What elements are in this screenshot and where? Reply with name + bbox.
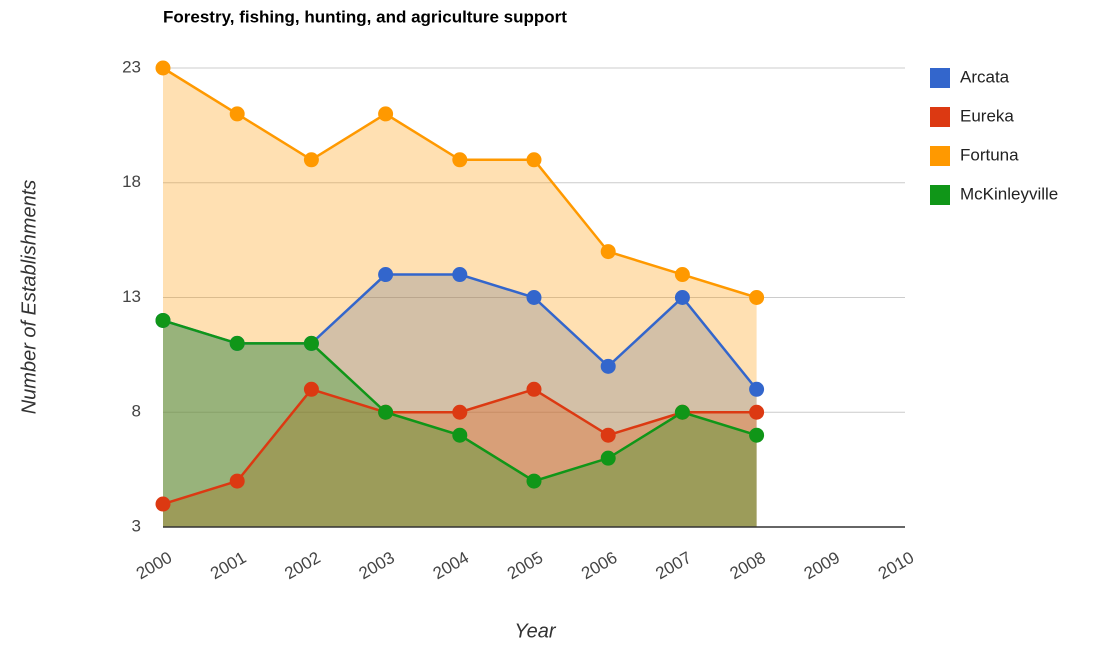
point (155, 312, 171, 328)
point (526, 473, 542, 489)
point (155, 496, 171, 512)
legend-swatch (930, 185, 950, 205)
point (526, 381, 542, 397)
point (600, 358, 616, 374)
x-tick-label: 2002 (281, 548, 323, 583)
point (526, 290, 542, 305)
legend-label: Eureka (960, 106, 1014, 125)
x-tick-label: 2009 (801, 548, 843, 583)
point (452, 427, 468, 443)
area (163, 320, 757, 527)
y-tick-label: 18 (122, 172, 141, 191)
point (378, 267, 394, 283)
y-tick-label: 3 (132, 516, 141, 535)
areas (163, 68, 757, 527)
x-axis-label: Year (514, 620, 556, 642)
x-tick-label: 2007 (652, 548, 694, 583)
area (163, 68, 757, 527)
point (229, 335, 245, 351)
point (600, 450, 616, 466)
point (378, 106, 394, 122)
point (674, 290, 690, 305)
point (229, 106, 245, 122)
y-tick-label: 23 (122, 57, 141, 76)
point (155, 60, 171, 76)
point (303, 381, 319, 397)
point (749, 381, 765, 397)
legend-label: Fortuna (960, 145, 1019, 164)
point (452, 404, 468, 420)
x-tick-label: 2001 (207, 548, 249, 583)
legend-swatch (930, 107, 950, 127)
point (452, 152, 468, 168)
point (229, 473, 245, 489)
y-tick-label: 13 (122, 287, 141, 306)
point (674, 404, 690, 420)
x-tick-label: 2006 (578, 548, 620, 583)
legend-swatch (930, 146, 950, 166)
legend-label: McKinleyville (960, 184, 1058, 203)
point (749, 427, 765, 443)
chart-title: Forestry, fishing, hunting, and agricult… (163, 7, 567, 26)
x-tick-label: 2008 (727, 548, 769, 583)
x-tick-label: 2003 (356, 548, 398, 583)
x-tick-label: 2000 (133, 548, 175, 583)
point (303, 152, 319, 168)
x-tick-label: 2005 (504, 548, 546, 583)
point (378, 404, 394, 420)
point (600, 244, 616, 260)
point (526, 152, 542, 168)
x-tick-label: 2004 (430, 548, 472, 583)
points (155, 60, 765, 512)
point (452, 267, 468, 283)
area (163, 389, 757, 527)
y-tick-label: 8 (132, 402, 141, 421)
point (600, 427, 616, 443)
legend-swatch (930, 68, 950, 88)
y-axis-label: Number of Establishments (18, 180, 40, 415)
point (749, 290, 765, 305)
point (674, 267, 690, 283)
point (749, 404, 765, 420)
point (303, 335, 319, 351)
legend-label: Arcata (960, 67, 1010, 86)
x-tick-label: 2010 (875, 548, 917, 583)
